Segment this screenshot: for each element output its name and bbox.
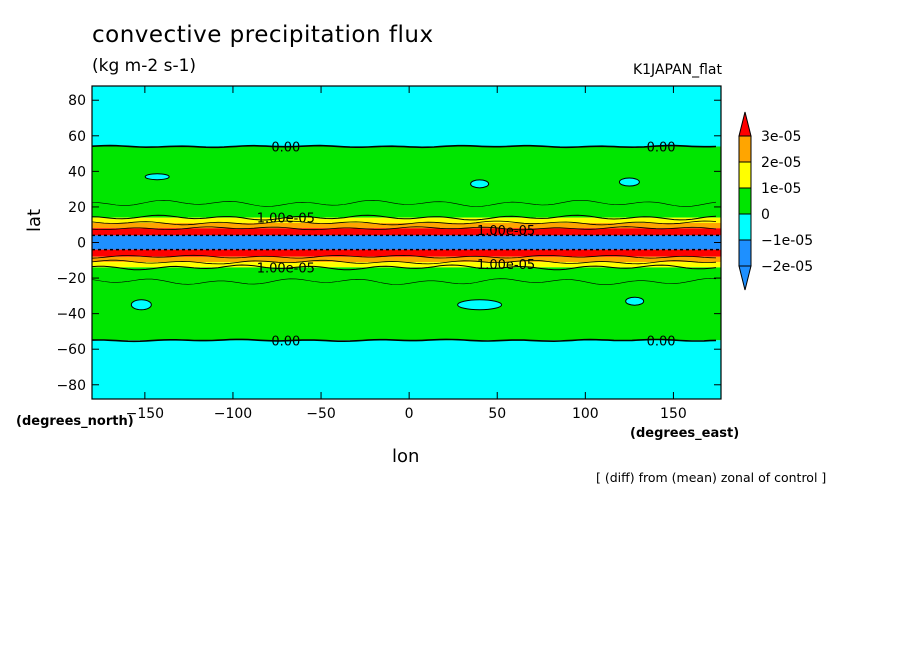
contour-2e-05-north (91, 220, 717, 226)
band-4 (92, 228, 721, 236)
y-tick-label: −40 (56, 307, 86, 323)
colorbar-label: 3e-05 (761, 129, 801, 145)
band-3 (92, 222, 721, 229)
contour-thin-south (91, 278, 717, 285)
y-tick-label: −80 (56, 378, 86, 394)
colorbar-segment-4 (738, 239, 752, 267)
band-0 (92, 86, 721, 147)
y-tick-label: 0 (77, 236, 86, 252)
contour-3e-05-north (91, 226, 717, 231)
colorbar-segment-3 (738, 213, 752, 241)
y-tick-label: 80 (68, 93, 86, 109)
x-tick-label: 50 (488, 406, 506, 422)
y-tick-label: −20 (56, 271, 86, 287)
y-tick-label: 60 (68, 129, 86, 145)
colorbar-label: −1e-05 (761, 233, 813, 249)
band-7 (92, 256, 721, 263)
anomaly-blob-3 (130, 299, 152, 311)
anomaly-blob-0 (144, 173, 170, 181)
colorbar-label: 1e-05 (761, 181, 801, 197)
band-6 (92, 249, 721, 257)
contour-zero-south (91, 338, 717, 343)
contour-zero-north (91, 144, 717, 149)
x-tick-label: −50 (306, 406, 336, 422)
chart-title: convective precipitation flux (92, 22, 434, 48)
contour-label-1: 0.00 (647, 140, 676, 155)
x-tick-label: −100 (214, 406, 252, 422)
x-tick-label: 0 (405, 406, 414, 422)
band-1 (92, 146, 721, 218)
contour-label-5: 1.00e-05 (257, 261, 315, 276)
colorbar-label: 0 (761, 207, 770, 223)
y-tick-label: −60 (56, 342, 86, 358)
band-5 (92, 235, 721, 250)
x-tick-label: 150 (660, 406, 687, 422)
contour-label-3: 0.00 (647, 334, 676, 349)
band-10 (92, 340, 721, 399)
band-2 (92, 217, 721, 223)
y-axis-label: lat (24, 208, 45, 232)
y-tick-label: 40 (68, 164, 86, 180)
colorbar-label: 2e-05 (761, 155, 801, 171)
band-8 (92, 262, 721, 268)
colorbar-bottom-arrow (738, 265, 752, 291)
colorbar-segment-2 (738, 187, 752, 215)
anomaly-blob-4 (457, 299, 503, 311)
run-name: K1JAPAN_flat (632, 62, 722, 78)
y-tick-label: 20 (68, 200, 86, 216)
contour-3e-05-south (91, 254, 717, 259)
colorbar-segment-0 (738, 135, 752, 163)
band-9 (92, 267, 721, 341)
contour-label-4: 1.00e-05 (257, 212, 315, 227)
anomaly-blob-5 (625, 296, 645, 306)
units-label: (kg m-2 s-1) (92, 56, 197, 76)
contour-label-6: 1.00e-05 (477, 224, 535, 239)
x-tick-label: −150 (126, 406, 164, 422)
y-axis-unit: (degrees_north) (16, 414, 134, 429)
contour-1e-05-north (91, 214, 717, 221)
contour-label-7: 1.00e-05 (477, 258, 535, 273)
x-axis-unit: (degrees_east) (630, 426, 740, 441)
anomaly-blob-2 (618, 177, 640, 187)
contour-1e-05-south (91, 264, 717, 271)
contour-2e-05-south (91, 259, 717, 265)
contour-label-0: 0.00 (271, 140, 300, 155)
colorbar-top-arrow (738, 111, 752, 137)
x-tick-label: 100 (572, 406, 599, 422)
colorbar-segment-1 (738, 161, 752, 189)
contour-thin-north (91, 199, 717, 207)
contour-label-2: 0.00 (271, 334, 300, 349)
annotation-note: [ (diff) from (mean) zonal of control ] (596, 470, 827, 485)
colorbar-label: −2e-05 (761, 259, 813, 275)
anomaly-blob-1 (470, 179, 490, 189)
x-axis-label: lon (392, 446, 420, 467)
